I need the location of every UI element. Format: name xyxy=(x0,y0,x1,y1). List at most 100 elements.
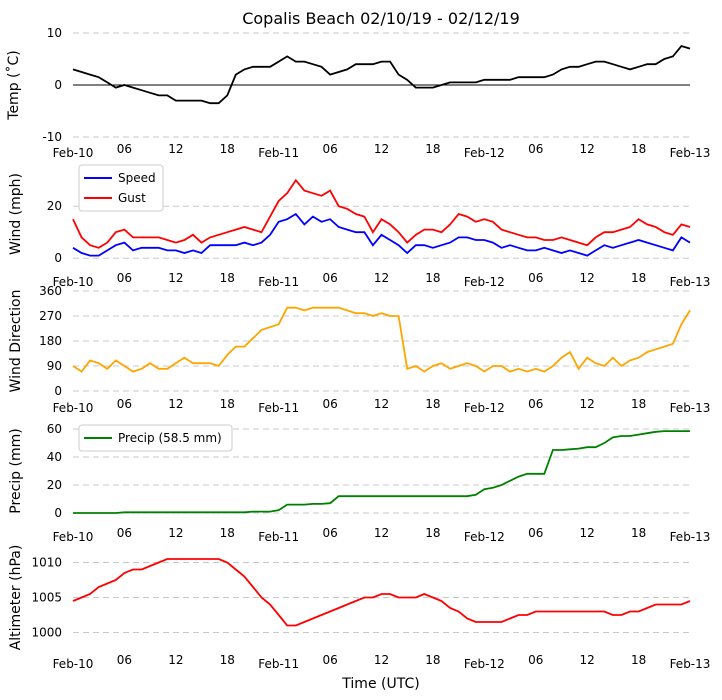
y-tick-label: 10 xyxy=(47,26,62,40)
y-tick-label: 0 xyxy=(54,506,62,520)
x-tick-label: Feb-12 xyxy=(464,146,505,160)
x-tick-label: 18 xyxy=(631,653,646,667)
x-tick-label: 12 xyxy=(580,653,595,667)
y-tick-label: -10 xyxy=(42,130,62,144)
y-axis-label: Temp (˚C) xyxy=(5,50,22,120)
x-tick-label: Feb-12 xyxy=(464,530,505,544)
x-tick-label: Feb-13 xyxy=(670,401,711,415)
x-tick-label: 12 xyxy=(374,526,389,540)
series-line-gust xyxy=(72,178,691,249)
x-tick-label: 12 xyxy=(168,271,183,285)
y-tick-label: 60 xyxy=(47,422,62,436)
y-tick-label: 360 xyxy=(39,284,62,298)
y-tick-label: 1000 xyxy=(31,626,62,640)
x-tick-label: 06 xyxy=(528,142,543,156)
legend-label: Gust xyxy=(118,191,146,205)
x-tick-label: 06 xyxy=(117,271,132,285)
y-tick-label: 0 xyxy=(54,384,62,398)
series-line-speed xyxy=(72,212,691,257)
y-tick-label: 0 xyxy=(54,78,62,92)
x-tick-label: 12 xyxy=(374,653,389,667)
x-tick-label: 06 xyxy=(322,271,337,285)
x-tick-label: 06 xyxy=(322,526,337,540)
x-tick-label: Feb-10 xyxy=(53,657,94,671)
x-tick-label: 06 xyxy=(117,142,132,156)
legend-label: Speed xyxy=(118,171,156,185)
y-tick-label: 40 xyxy=(47,450,62,464)
x-tick-label: Feb-13 xyxy=(670,146,711,160)
x-tick-label: 06 xyxy=(322,653,337,667)
x-tick-label: 06 xyxy=(528,653,543,667)
legend xyxy=(78,164,164,212)
x-tick-label: Feb-12 xyxy=(464,401,505,415)
x-tick-label: 18 xyxy=(425,397,440,411)
x-tick-label: 18 xyxy=(220,271,235,285)
y-tick-label: 180 xyxy=(39,334,62,348)
x-tick-label: 18 xyxy=(631,142,646,156)
y-tick-label: 1005 xyxy=(31,591,62,605)
x-tick-label: 12 xyxy=(374,142,389,156)
x-tick-label: 06 xyxy=(528,526,543,540)
y-axis-label: Wind (mph) xyxy=(8,173,24,255)
legend-label: Precip (58.5 mm) xyxy=(118,431,222,445)
x-tick-label: 06 xyxy=(528,397,543,411)
x-tick-label: Feb-11 xyxy=(258,530,299,544)
y-axis-label: Altimeter (hPa) xyxy=(8,545,24,651)
legend xyxy=(78,424,233,452)
x-tick-label: 18 xyxy=(220,526,235,540)
x-tick-label: 18 xyxy=(425,526,440,540)
y-tick-label: 0 xyxy=(54,251,62,265)
x-tick-label: 06 xyxy=(117,526,132,540)
x-axis-label: Time (UTC) xyxy=(341,676,419,692)
x-tick-label: 12 xyxy=(374,271,389,285)
x-tick-label: Feb-10 xyxy=(53,275,94,289)
x-tick-label: 18 xyxy=(631,526,646,540)
x-tick-label: 12 xyxy=(374,397,389,411)
x-tick-label: 12 xyxy=(168,397,183,411)
series-line xyxy=(72,44,691,105)
x-tick-label: Feb-11 xyxy=(258,275,299,289)
x-tick-label: 18 xyxy=(220,142,235,156)
x-tick-label: Feb-13 xyxy=(670,275,711,289)
x-tick-label: 18 xyxy=(220,653,235,667)
x-tick-label: 18 xyxy=(631,271,646,285)
y-axis-label: Wind Direction xyxy=(8,290,24,393)
x-tick-label: Feb-12 xyxy=(464,275,505,289)
x-tick-label: 06 xyxy=(117,653,132,667)
y-tick-label: 90 xyxy=(47,359,62,373)
y-axis-label: Precip (mm) xyxy=(8,428,24,513)
x-tick-label: 18 xyxy=(425,653,440,667)
x-tick-label: 06 xyxy=(322,142,337,156)
x-tick-label: 18 xyxy=(425,142,440,156)
x-tick-label: Feb-11 xyxy=(258,657,299,671)
x-tick-label: 06 xyxy=(117,397,132,411)
series-line xyxy=(72,558,691,627)
x-tick-label: 12 xyxy=(168,142,183,156)
y-tick-label: 20 xyxy=(47,478,62,492)
series-line xyxy=(72,306,691,373)
series-line-precip xyxy=(73,430,690,514)
y-tick-label: 1010 xyxy=(31,556,62,570)
x-tick-label: 12 xyxy=(580,142,595,156)
x-tick-label: Feb-11 xyxy=(258,146,299,160)
x-tick-label: Feb-10 xyxy=(53,530,94,544)
x-tick-label: Feb-12 xyxy=(464,657,505,671)
x-tick-label: 18 xyxy=(425,271,440,285)
x-tick-label: 12 xyxy=(580,397,595,411)
y-tick-label: 20 xyxy=(47,199,62,213)
x-tick-label: Feb-10 xyxy=(53,401,94,415)
x-tick-label: 12 xyxy=(168,526,183,540)
x-tick-label: 06 xyxy=(322,397,337,411)
x-tick-label: 12 xyxy=(168,653,183,667)
chart-title: Copalis Beach 02/10/19 - 02/12/19 xyxy=(242,9,520,28)
x-tick-label: Feb-13 xyxy=(670,657,711,671)
x-tick-label: Feb-11 xyxy=(258,401,299,415)
y-tick-label: 270 xyxy=(39,309,62,323)
x-tick-label: Feb-13 xyxy=(670,530,711,544)
x-tick-label: Feb-10 xyxy=(53,146,94,160)
x-tick-label: 12 xyxy=(580,271,595,285)
x-tick-label: 18 xyxy=(220,397,235,411)
x-tick-label: 18 xyxy=(631,397,646,411)
x-tick-label: 12 xyxy=(580,526,595,540)
